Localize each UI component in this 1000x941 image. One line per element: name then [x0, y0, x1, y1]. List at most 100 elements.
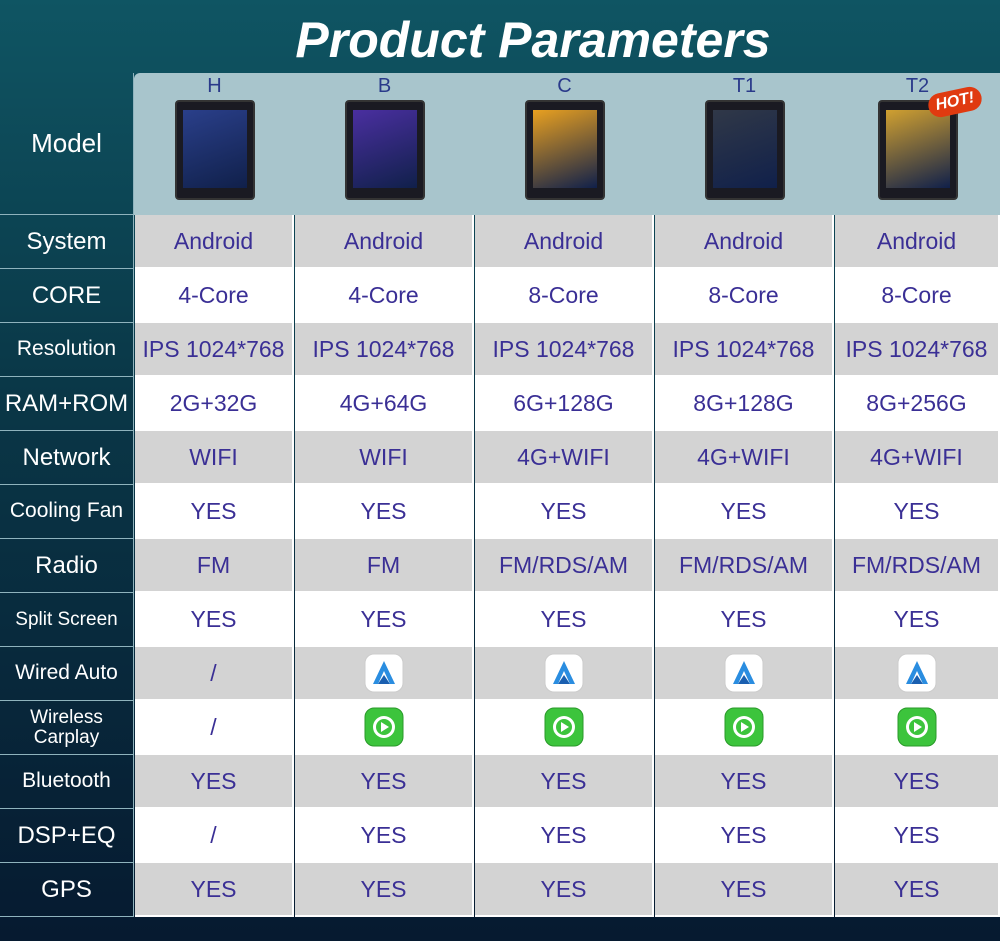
row-label: GPS [0, 863, 134, 917]
carplay-icon [544, 707, 583, 747]
row-label: Resolution [0, 323, 134, 377]
title: Product Parameters [295, 12, 771, 68]
device-image [704, 100, 785, 200]
cell: Android [835, 215, 1000, 269]
cell [655, 647, 834, 701]
android-auto-icon [897, 653, 936, 693]
cell: YES [655, 485, 834, 539]
cell: YES [835, 863, 1000, 917]
row-label: Split Screen [0, 593, 134, 647]
cell [475, 647, 654, 701]
row-label: CORE [0, 269, 134, 323]
device-image [174, 100, 255, 200]
cell: Android [655, 215, 834, 269]
cell: YES [655, 809, 834, 863]
cell: 8G+256G [835, 377, 1000, 431]
cell: IPS 1024*768 [655, 323, 834, 377]
cell: YES [475, 485, 654, 539]
cell: 4-Core [295, 269, 474, 323]
cell [295, 647, 474, 701]
row-label: Bluetooth [0, 755, 134, 809]
row-label: Wired Auto [0, 647, 134, 701]
cell: IPS 1024*768 [135, 323, 294, 377]
cell: 8-Core [475, 269, 654, 323]
cell: Android [475, 215, 654, 269]
cell: 6G+128G [475, 377, 654, 431]
cell: 8-Core [655, 269, 834, 323]
cell: / [135, 647, 294, 701]
cell: 4G+WIFI [655, 431, 834, 485]
carplay-icon [364, 707, 403, 747]
cell: IPS 1024*768 [295, 323, 474, 377]
row-label: System [0, 215, 134, 269]
device-image [344, 100, 425, 200]
cell: / [135, 809, 294, 863]
cell: Android [135, 215, 294, 269]
cell: YES [135, 593, 294, 647]
cell: YES [135, 755, 294, 809]
cell: YES [295, 809, 474, 863]
cell: YES [135, 485, 294, 539]
row-label: RAM+ROM [0, 377, 134, 431]
device-image [524, 100, 605, 200]
cell [835, 647, 1000, 701]
cell: 8G+128G [655, 377, 834, 431]
android-auto-icon [724, 653, 763, 693]
cell: YES [835, 809, 1000, 863]
cell: IPS 1024*768 [835, 323, 1000, 377]
android-auto-icon [364, 653, 403, 693]
cell: YES [655, 863, 834, 917]
device-screen [182, 110, 247, 188]
model-name: H [207, 74, 222, 97]
cell: YES [835, 593, 1000, 647]
cell: FM [135, 539, 294, 593]
cell: YES [475, 863, 654, 917]
cell: YES [295, 863, 474, 917]
model-name: B [377, 74, 392, 97]
device-screen [352, 110, 417, 188]
cell: WIFI [135, 431, 294, 485]
cell: FM/RDS/AM [655, 539, 834, 593]
device-screen [532, 110, 597, 188]
device-image [877, 100, 958, 200]
row-label: Radio [0, 539, 134, 593]
cell: FM/RDS/AM [835, 539, 1000, 593]
cell: YES [655, 593, 834, 647]
carplay-icon [897, 707, 936, 747]
cell [655, 701, 834, 755]
model-name: T1 [732, 74, 757, 97]
row-label: Cooling Fan [0, 485, 134, 539]
row-label: DSP+EQ [0, 809, 134, 863]
cell: FM/RDS/AM [475, 539, 654, 593]
cell: / [135, 701, 294, 755]
carplay-icon [724, 707, 763, 747]
cell: YES [655, 755, 834, 809]
android-auto-icon [544, 653, 583, 693]
cell [475, 701, 654, 755]
cell [295, 701, 474, 755]
cell: 4-Core [135, 269, 294, 323]
cell: YES [835, 755, 1000, 809]
cell: 8-Core [835, 269, 1000, 323]
model-label: Model [0, 73, 134, 215]
cell: YES [835, 485, 1000, 539]
cell [835, 701, 1000, 755]
row-label: Network [0, 431, 134, 485]
cell: WIFI [295, 431, 474, 485]
cell: YES [135, 863, 294, 917]
cell: 2G+32G [135, 377, 294, 431]
cell: YES [475, 755, 654, 809]
cell: YES [475, 809, 654, 863]
cell: YES [295, 485, 474, 539]
cell: IPS 1024*768 [475, 323, 654, 377]
row-label: Wireless Carplay [0, 701, 134, 755]
cell: FM [295, 539, 474, 593]
cell: 4G+WIFI [475, 431, 654, 485]
cell: Android [295, 215, 474, 269]
device-screen [885, 110, 950, 188]
cell: YES [295, 593, 474, 647]
model-name: C [557, 74, 572, 97]
cell: YES [475, 593, 654, 647]
device-screen [712, 110, 777, 188]
model-name: T2 [905, 74, 930, 97]
